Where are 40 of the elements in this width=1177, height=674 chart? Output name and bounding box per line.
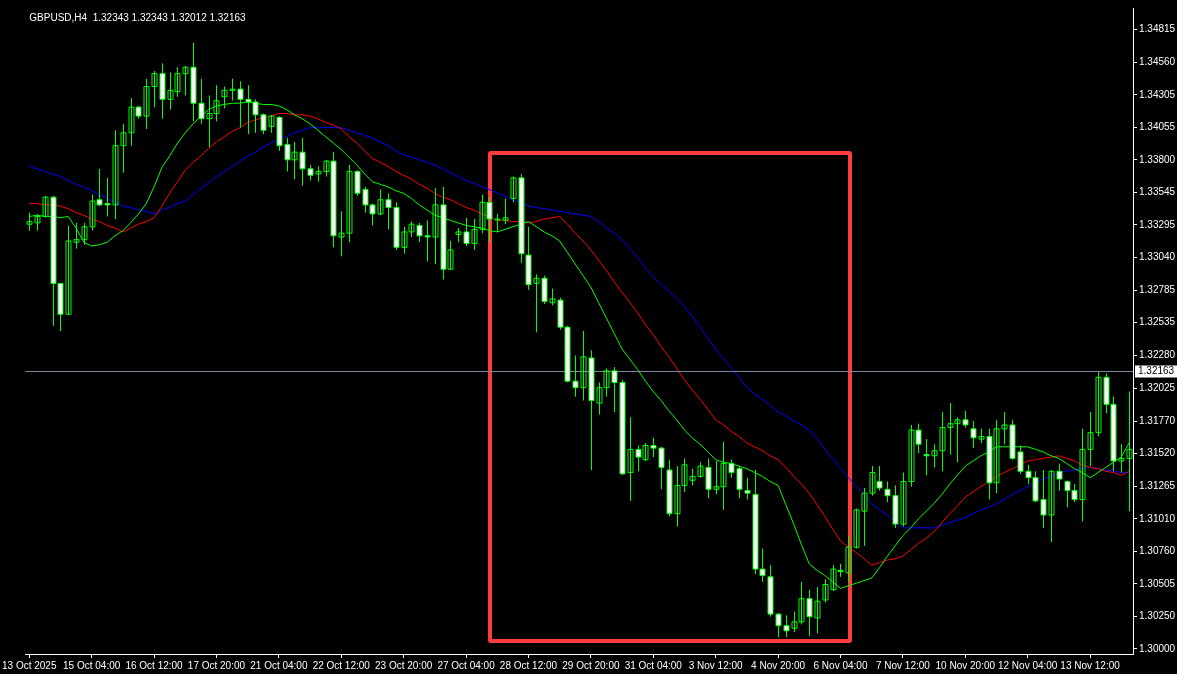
y-tick-label: 1.34305 bbox=[1139, 88, 1176, 100]
ref-line-label: 1.32163 bbox=[1138, 365, 1175, 377]
y-tick-label: 1.30000 bbox=[1139, 642, 1176, 654]
y-tick-label: 1.32535 bbox=[1139, 316, 1176, 328]
y-tick-label: 1.33545 bbox=[1139, 186, 1176, 198]
x-tick-label: 22 Oct 12:00 bbox=[312, 659, 371, 671]
x-tick-label: 13 Nov 12:00 bbox=[1060, 659, 1121, 671]
y-tick-label: 1.31770 bbox=[1139, 414, 1176, 426]
y-tick-label: 1.33040 bbox=[1139, 251, 1176, 263]
y-tick-label: 1.33800 bbox=[1139, 153, 1176, 165]
x-tick-label: 29 Oct 20:00 bbox=[562, 659, 620, 671]
y-tick-label: 1.34055 bbox=[1139, 120, 1176, 132]
y-tick-label: 1.30505 bbox=[1139, 577, 1176, 589]
chart-title: GBPUSD,H4 1.32343 1.32343 1.32012 1.32163 bbox=[29, 11, 247, 23]
y-tick-label: 1.34815 bbox=[1139, 22, 1176, 34]
x-tick-label: 7 Nov 12:00 bbox=[875, 659, 931, 671]
y-tick-label: 1.30250 bbox=[1139, 610, 1176, 622]
x-tick-label: 21 Oct 04:00 bbox=[250, 659, 308, 671]
x-tick-label: 23 Oct 20:00 bbox=[375, 659, 433, 671]
x-tick-label: 28 Oct 12:00 bbox=[499, 659, 558, 671]
x-tick-label: 3 Nov 12:00 bbox=[688, 659, 744, 671]
y-tick-label: 1.32785 bbox=[1139, 284, 1176, 296]
y-tick-label: 1.33295 bbox=[1139, 218, 1176, 230]
x-tick-label: 12 Nov 04:00 bbox=[997, 659, 1058, 671]
x-tick-label: 4 Nov 20:00 bbox=[751, 659, 806, 671]
y-tick-label: 1.31010 bbox=[1139, 512, 1176, 524]
x-tick-label: 27 Oct 04:00 bbox=[437, 659, 496, 671]
y-tick-label: 1.31520 bbox=[1139, 447, 1176, 458]
y-tick-label: 1.32025 bbox=[1139, 382, 1176, 394]
y-tick-label: 1.34560 bbox=[1139, 55, 1176, 67]
x-tick-label: 17 Oct 20:00 bbox=[187, 659, 246, 671]
x-tick-label: 6 Nov 04:00 bbox=[813, 659, 868, 671]
x-tick-label: 10 Nov 20:00 bbox=[935, 659, 996, 671]
y-tick-label: 1.30760 bbox=[1139, 544, 1176, 556]
x-tick-label: 16 Oct 12:00 bbox=[125, 659, 184, 671]
y-tick-label: 1.31265 bbox=[1139, 479, 1176, 491]
y-tick-label: 1.32280 bbox=[1139, 349, 1176, 361]
x-tick-label: 31 Oct 04:00 bbox=[624, 659, 683, 671]
x-tick-label: 13 Oct 2025 bbox=[2, 659, 57, 671]
x-tick-label: 15 Oct 04:00 bbox=[63, 659, 121, 671]
